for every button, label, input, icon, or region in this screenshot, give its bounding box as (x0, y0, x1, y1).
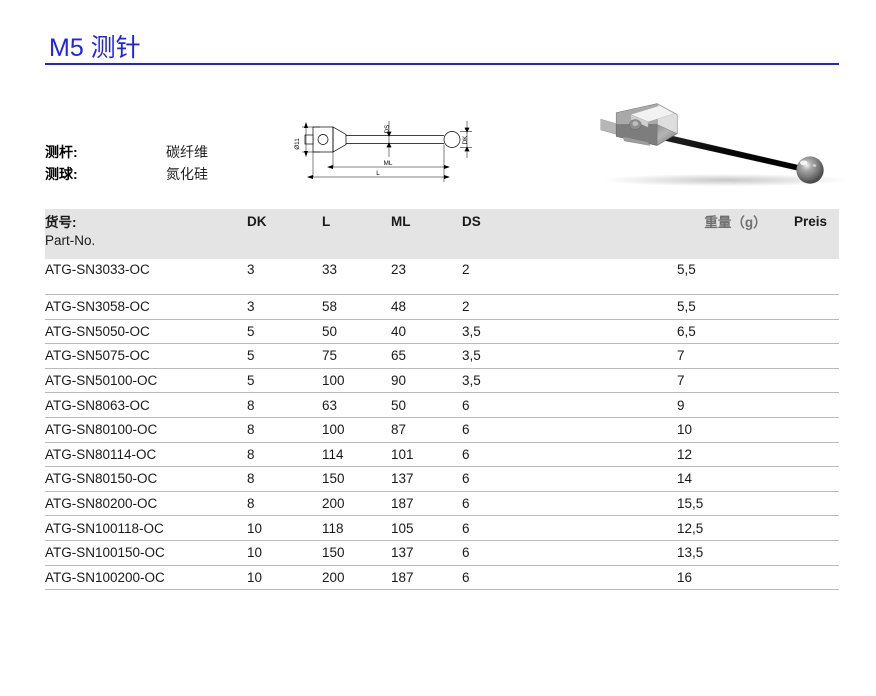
svg-text:DS: DS (384, 125, 391, 134)
svg-text:DK: DK (462, 135, 469, 145)
svg-text:Ø11: Ø11 (294, 138, 301, 150)
svg-text:L: L (376, 170, 380, 177)
svg-text:ML: ML (384, 160, 393, 167)
